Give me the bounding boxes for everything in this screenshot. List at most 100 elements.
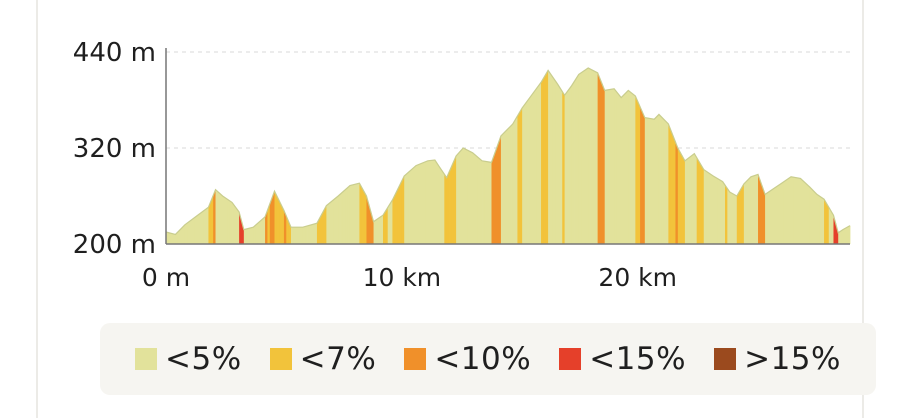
grade-segment (682, 156, 686, 244)
grade-segment (581, 71, 584, 244)
grade-segment (739, 188, 742, 244)
legend-swatch (269, 348, 292, 370)
grade-segment (194, 216, 198, 244)
grade-segment (293, 227, 297, 244)
grade-segment (357, 183, 360, 244)
grade-segment (609, 89, 613, 244)
elevation-line (165, 67, 851, 236)
grade-segment (696, 157, 700, 244)
grade-segment (170, 233, 174, 244)
grade-segment (701, 165, 705, 244)
grade-segment (538, 82, 542, 245)
grade-segment (595, 71, 599, 244)
grade-segment (607, 89, 610, 244)
grade-segment (670, 130, 674, 244)
grade-segment (795, 177, 799, 244)
grade-segment (203, 208, 207, 244)
grade-segment (404, 173, 407, 244)
grade-segment (397, 185, 400, 244)
grade-segment (222, 196, 226, 244)
grade-segment (286, 216, 290, 244)
grade-segment (456, 153, 459, 244)
grade-segment (699, 161, 702, 244)
legend-label: <15% (589, 341, 687, 377)
grade-segment (519, 108, 523, 244)
grade-segment (373, 220, 377, 244)
grade-segment (543, 74, 547, 245)
grade-segment (555, 80, 558, 244)
grade-segment (366, 196, 370, 244)
grade-segment (826, 203, 830, 244)
grade-segment (427, 160, 431, 244)
grade-segment (441, 170, 445, 244)
grade-segment (616, 91, 620, 244)
grade-segment (576, 74, 580, 245)
grade-segment (680, 152, 683, 244)
legend-item: <7% (269, 341, 377, 377)
grade-segment (734, 194, 738, 244)
grid-lines (166, 51, 850, 149)
grade-segment (684, 159, 688, 244)
grade-segment (416, 164, 419, 244)
grade-segment (444, 174, 448, 244)
grade-segment (302, 226, 306, 244)
legend-swatch (559, 348, 582, 370)
grade-segment (611, 88, 615, 244)
grade-segment (298, 227, 301, 244)
grade-segment (840, 229, 844, 244)
grade-segment (762, 187, 766, 244)
grade-segment (640, 106, 643, 244)
grade-segment (673, 136, 676, 244)
grade-segment (760, 181, 764, 244)
grade-segment (649, 118, 653, 244)
tick-labels: 440 m 320 m 200 m 0 m 10 km 20 km (73, 38, 677, 292)
grade-segment (706, 171, 709, 244)
grade-segment (574, 78, 577, 244)
grade-segment (187, 221, 190, 244)
grade-segment (838, 231, 841, 244)
grade-segment (621, 95, 624, 244)
grade-segment (498, 136, 502, 244)
grade-segment (687, 157, 691, 244)
grade-segment (614, 88, 617, 244)
grade-segment (411, 167, 415, 244)
grade-segment (510, 124, 514, 244)
legend-item: <10% (404, 341, 531, 377)
grade-segment (548, 70, 551, 245)
grade-segment (642, 112, 646, 244)
grade-segment (465, 149, 469, 244)
grade-segment (793, 177, 797, 244)
grade-segment (715, 177, 719, 244)
grade-segment (491, 155, 495, 244)
grade-segment (248, 227, 252, 244)
grade-segment (321, 210, 325, 244)
grade-segment (394, 190, 398, 244)
grade-segment (828, 207, 832, 244)
grade-segment (758, 174, 761, 244)
grade-segment (312, 223, 315, 244)
grade-segment (434, 160, 438, 244)
grade-segment (724, 185, 728, 244)
grade-segment (517, 112, 521, 244)
grade-segment (722, 181, 726, 244)
grade-segment (668, 124, 672, 244)
grade-segment (694, 153, 698, 244)
grade-segment (267, 204, 271, 244)
x-tick-label: 0 m (142, 263, 190, 292)
grade-segment (729, 192, 733, 244)
grade-segment (291, 227, 294, 244)
grade-segment (295, 227, 299, 244)
grade-segment (314, 223, 318, 244)
grade-segment (283, 210, 287, 244)
axes (165, 48, 850, 245)
grade-segment (755, 174, 759, 244)
grade-segment (772, 188, 775, 244)
grade-segment (420, 162, 424, 244)
grade-segment (765, 192, 768, 244)
grade-segment (505, 128, 509, 244)
grade-segment (316, 218, 320, 244)
grade-segment (786, 178, 790, 244)
grade-segment (720, 180, 724, 244)
grade-segment (590, 69, 594, 244)
grade-segment (647, 118, 650, 244)
